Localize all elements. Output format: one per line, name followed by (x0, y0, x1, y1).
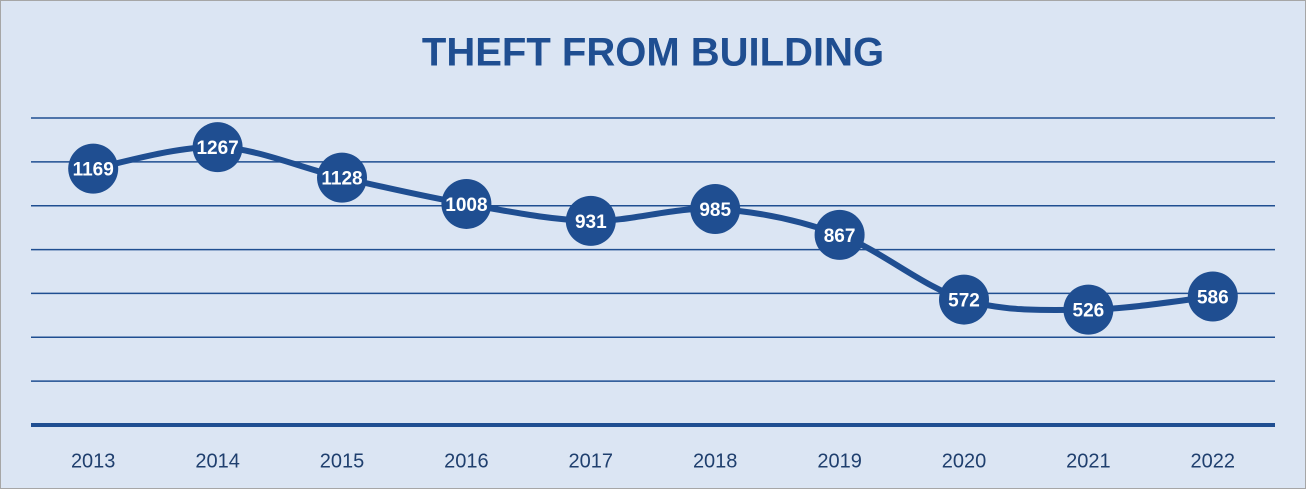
point-marker (814, 209, 865, 260)
x-tick-label: 2015 (320, 450, 365, 472)
point-marker (939, 274, 989, 325)
point-marker (441, 178, 492, 229)
data-label: 1128 (321, 169, 362, 190)
x-tick-label: 2018 (693, 450, 738, 472)
point-marker (565, 195, 616, 246)
x-tick-label: 2013 (71, 450, 116, 472)
chart-title: THEFT FROM BUILDING (422, 31, 884, 75)
x-tick-label: 2022 (1191, 450, 1236, 472)
x-tick-label: 2016 (444, 450, 489, 472)
data-label: 572 (948, 291, 980, 312)
data-label: 586 (1197, 288, 1229, 309)
data-label: 1169 (73, 160, 114, 181)
data-label: 1008 (445, 195, 487, 216)
data-label: 931 (575, 212, 607, 233)
x-tick-label: 2017 (569, 450, 614, 472)
point-marker (317, 152, 367, 203)
point-marker (1063, 284, 1114, 335)
data-label: 526 (1073, 301, 1105, 322)
series-line (92, 144, 1214, 314)
x-tick-label: 2021 (1066, 450, 1111, 472)
x-tick-label: 2014 (195, 450, 240, 472)
x-tick-label: 2019 (817, 450, 862, 472)
point-marker (68, 143, 119, 194)
data-label: 1267 (196, 138, 238, 159)
data-label: 985 (699, 200, 731, 221)
point-marker (192, 122, 243, 173)
data-label: 867 (824, 226, 856, 247)
point-marker (1187, 271, 1238, 322)
x-tick-label: 2020 (942, 450, 987, 472)
point-marker (690, 184, 741, 235)
